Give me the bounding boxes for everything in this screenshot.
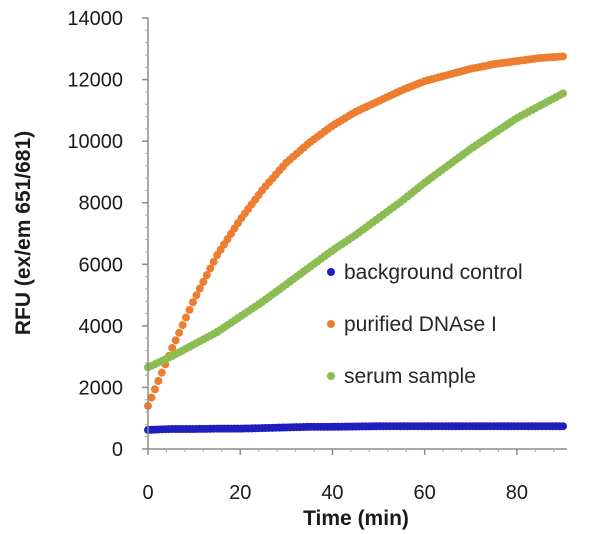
series-purified-dnase-i	[144, 52, 567, 410]
tick-labels: 0 2000 4000 6000 8000 10000 12000 14000 0 20 40 60 8…	[67, 8, 528, 504]
data-point	[192, 291, 201, 300]
data-point	[206, 264, 215, 273]
y-tick-label: 14000	[67, 8, 123, 30]
data-point	[150, 385, 159, 394]
legend-marker	[327, 268, 335, 276]
x-tick-label: 40	[321, 482, 343, 504]
data-point	[188, 298, 197, 307]
y-tick-label: 0	[112, 439, 123, 461]
legend-label: purified DNAse I	[344, 313, 497, 336]
legend-marker	[327, 320, 335, 328]
data-point	[157, 368, 166, 377]
data-point	[195, 284, 204, 293]
data-point	[182, 313, 191, 322]
series-background-control	[144, 422, 567, 434]
data-point	[154, 376, 163, 385]
x-axis-title: Time (min)	[303, 507, 409, 530]
legend-label: background control	[344, 261, 523, 284]
data-point	[147, 393, 156, 402]
y-tick-label: 4000	[79, 316, 124, 338]
x-tick-label: 80	[506, 482, 528, 504]
plot-area	[144, 52, 567, 434]
y-tick-label: 8000	[79, 193, 124, 215]
x-tick-label: 20	[229, 482, 251, 504]
y-axis-title: RFU (ex/em 651/681)	[12, 131, 35, 335]
y-tick-label: 12000	[67, 70, 123, 92]
x-tick-label: 0	[142, 482, 153, 504]
y-tick-label: 10000	[67, 131, 123, 153]
data-point	[185, 305, 194, 314]
data-point	[559, 422, 567, 431]
data-point	[559, 52, 567, 61]
data-point	[171, 336, 180, 345]
data-point	[175, 328, 184, 337]
data-point	[209, 257, 218, 266]
data-point	[559, 89, 567, 98]
y-tick-label: 2000	[79, 377, 124, 399]
legend-label: serum sample	[344, 365, 476, 388]
data-point	[178, 321, 187, 330]
legend: background control purified DNAse I serum …	[327, 261, 523, 388]
series-serum-sample	[144, 89, 567, 372]
data-point	[168, 343, 177, 352]
legend-marker	[327, 372, 335, 380]
data-point	[202, 271, 211, 280]
data-point	[199, 277, 208, 286]
y-tick-label: 6000	[79, 254, 124, 276]
axes	[142, 17, 567, 455]
x-tick-label: 60	[414, 482, 436, 504]
